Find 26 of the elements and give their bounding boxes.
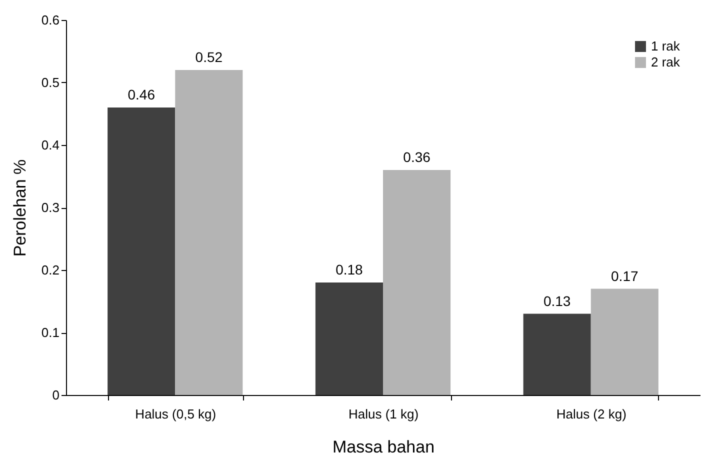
data-label: 0.17 [611, 268, 638, 284]
data-label: 0.13 [543, 292, 571, 309]
bar [108, 108, 176, 395]
y-axis-title: Perolehan % [10, 159, 30, 257]
data-label: 0.18 [336, 262, 364, 278]
y-tick-label: 0 [52, 388, 60, 402]
data-label: 0.36 [403, 149, 431, 165]
y-tick-label: 0.1 [41, 325, 60, 340]
x-tick-label: Halus (2 kg) [556, 406, 626, 422]
bar [383, 170, 451, 395]
y-tick-label: 0.2 [41, 262, 60, 278]
legend-label: 2 rak [651, 54, 680, 70]
y-tick-label: 0.3 [41, 200, 60, 215]
data-label: 0.52 [195, 49, 223, 65]
x-tick-label: Halus (1 kg) [348, 406, 419, 422]
y-tick-label: 0.6 [41, 12, 60, 28]
y-tick-label: 0.5 [41, 75, 60, 90]
y-tick-label: 0.4 [41, 138, 60, 152]
bar [590, 288, 658, 395]
x-tick-label: Halus (0,5 kg) [135, 406, 216, 422]
bar [175, 70, 243, 395]
bar [315, 282, 383, 395]
x-axis-title: Massa bahan [332, 438, 435, 456]
legend-label: 1 rak [651, 38, 680, 54]
data-label: 0.46 [128, 86, 156, 102]
bar [523, 314, 591, 395]
